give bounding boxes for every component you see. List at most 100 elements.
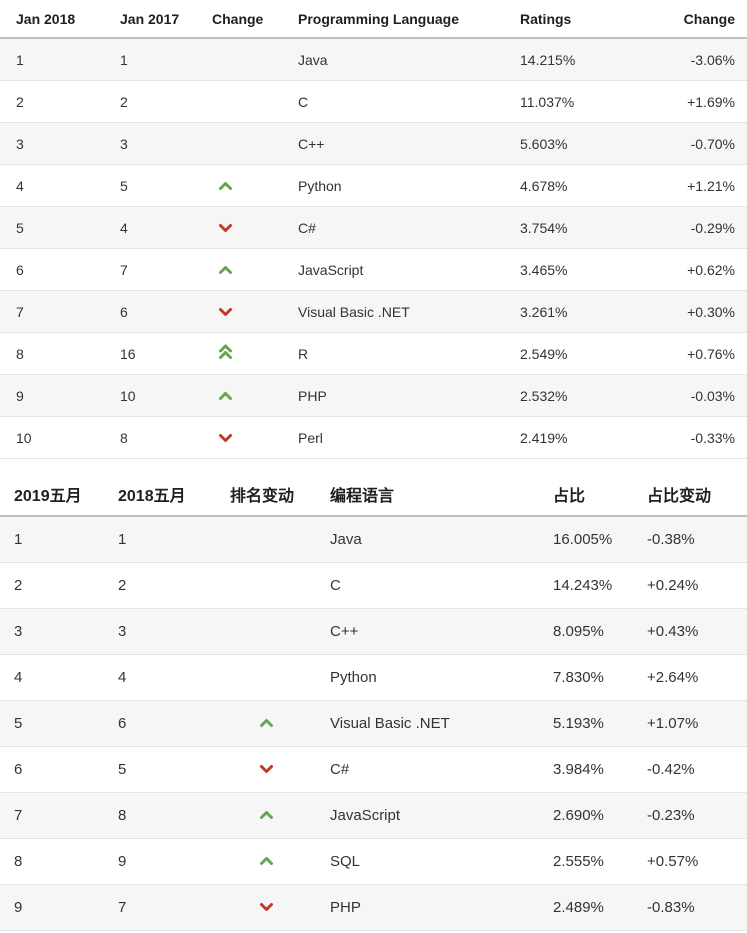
rating-change-cell: -0.70%	[610, 122, 747, 165]
rank-change-cell	[216, 746, 316, 793]
prev-rank-cell: 4	[104, 654, 216, 701]
rank-down-icon	[218, 433, 233, 443]
table-row: 7 8 JavaScript 2.690% -0.23%	[0, 792, 747, 839]
table-row: 5 4 C# 3.754% -0.29%	[0, 206, 747, 249]
language-cell: PHP	[316, 884, 539, 931]
rating-change-cell: -0.29%	[610, 206, 747, 249]
rating-change-cell: -0.03%	[610, 374, 747, 417]
rank-change-cell	[194, 38, 282, 81]
table-row: 2 2 C 11.037% +1.69%	[0, 80, 747, 123]
rank-down-icon	[259, 902, 274, 912]
table-row: 9 7 PHP 2.489% -0.83%	[0, 884, 747, 931]
rank-change-cell	[216, 654, 316, 701]
rank-up-icon	[218, 181, 233, 191]
prev-rank-cell: 1	[104, 516, 216, 563]
prev-rank-cell: 1	[102, 38, 194, 81]
prev-rank-cell: 6	[104, 700, 216, 747]
rank-up-double-icon	[218, 344, 233, 360]
column-header: 2019五月	[0, 473, 104, 517]
language-cell: C#	[316, 746, 539, 793]
rank-cell: 8	[0, 838, 104, 885]
rank-cell: 6	[0, 746, 104, 793]
table-row: 1 1 Java 14.215% -3.06%	[0, 38, 747, 81]
prev-rank-cell: 3	[102, 122, 194, 165]
rank-cell: 9	[0, 374, 102, 417]
prev-rank-cell: 8	[104, 792, 216, 839]
column-header: 编程语言	[316, 473, 539, 517]
rank-change-cell	[216, 562, 316, 609]
rank-cell: 5	[0, 206, 102, 249]
prev-rank-cell: 16	[102, 332, 194, 375]
rating-cell: 2.555%	[539, 838, 633, 885]
rating-change-cell: +1.69%	[610, 80, 747, 123]
rank-cell: 4	[0, 164, 102, 207]
language-cell: C	[282, 80, 500, 123]
rating-change-cell: +0.62%	[610, 248, 747, 291]
rank-change-cell	[194, 206, 282, 249]
rank-change-cell	[194, 164, 282, 207]
rank-up-icon	[218, 391, 233, 401]
rating-cell: 2.690%	[539, 792, 633, 839]
rank-change-cell	[194, 416, 282, 459]
table-row: 4 4 Python 7.830% +2.64%	[0, 654, 747, 701]
column-header: 占比变动	[633, 473, 747, 517]
rating-cell: 5.603%	[500, 122, 610, 165]
rating-cell: 3.754%	[500, 206, 610, 249]
header-row: 2019五月 2018五月 排名变动 编程语言 占比 占比变动	[0, 473, 747, 517]
rating-change-cell: -0.23%	[633, 792, 747, 839]
table-row: 10 8 Perl 2.419% -0.33%	[0, 416, 747, 459]
rating-change-cell: +0.57%	[633, 838, 747, 885]
rating-cell: 3.465%	[500, 248, 610, 291]
column-header: 占比	[539, 473, 633, 517]
rating-cell: 2.419%	[500, 416, 610, 459]
rating-change-cell: -0.33%	[610, 416, 747, 459]
rank-cell: 3	[0, 122, 102, 165]
language-cell: C#	[282, 206, 500, 249]
table-row: 1 1 Java 16.005% -0.38%	[0, 516, 747, 563]
language-cell: Python	[282, 164, 500, 207]
rank-change-cell	[216, 516, 316, 563]
language-cell: Java	[316, 516, 539, 563]
language-cell: C++	[282, 122, 500, 165]
rank-change-cell	[216, 792, 316, 839]
prev-rank-cell: 7	[102, 248, 194, 291]
language-cell: C++	[316, 608, 539, 655]
rank-up-icon	[259, 718, 274, 728]
rank-up-icon	[259, 856, 274, 866]
ranking-table-may-2019: 2019五月 2018五月 排名变动 编程语言 占比 占比变动 1 1 Java 16.005%…	[0, 473, 747, 931]
table-row: 3 3 C++ 5.603% -0.70%	[0, 122, 747, 165]
rank-change-cell	[194, 290, 282, 333]
table-row: 5 6 Visual Basic .NET 5.193% +1.07%	[0, 700, 747, 747]
rank-cell: 6	[0, 248, 102, 291]
prev-rank-cell: 2	[104, 562, 216, 609]
rank-change-cell	[194, 80, 282, 123]
rank-change-cell	[216, 838, 316, 885]
table-row: 7 6 Visual Basic .NET 3.261% +0.30%	[0, 290, 747, 333]
prev-rank-cell: 6	[102, 290, 194, 333]
rank-up-icon	[218, 265, 233, 275]
language-cell: Visual Basic .NET	[282, 290, 500, 333]
rank-change-cell	[216, 884, 316, 931]
rating-change-cell: -3.06%	[610, 38, 747, 81]
prev-rank-cell: 9	[104, 838, 216, 885]
column-header: Jan 2018	[0, 0, 102, 39]
column-header: Jan 2017	[102, 0, 194, 39]
rating-cell: 2.532%	[500, 374, 610, 417]
rating-change-cell: +0.30%	[610, 290, 747, 333]
rank-change-cell	[194, 332, 282, 375]
table-row: 6 7 JavaScript 3.465% +0.62%	[0, 248, 747, 291]
rating-cell: 3.984%	[539, 746, 633, 793]
language-cell: SQL	[316, 838, 539, 885]
column-header: 2018五月	[104, 473, 216, 517]
table-row: 2 2 C 14.243% +0.24%	[0, 562, 747, 609]
rating-change-cell: +1.07%	[633, 700, 747, 747]
rank-change-cell	[194, 248, 282, 291]
prev-rank-cell: 5	[102, 164, 194, 207]
table-row: 9 10 PHP 2.532% -0.03%	[0, 374, 747, 417]
rank-down-icon	[218, 223, 233, 233]
rating-cell: 4.678%	[500, 164, 610, 207]
rating-change-cell: +0.24%	[633, 562, 747, 609]
rank-change-cell	[194, 374, 282, 417]
rating-cell: 16.005%	[539, 516, 633, 563]
rating-cell: 8.095%	[539, 608, 633, 655]
